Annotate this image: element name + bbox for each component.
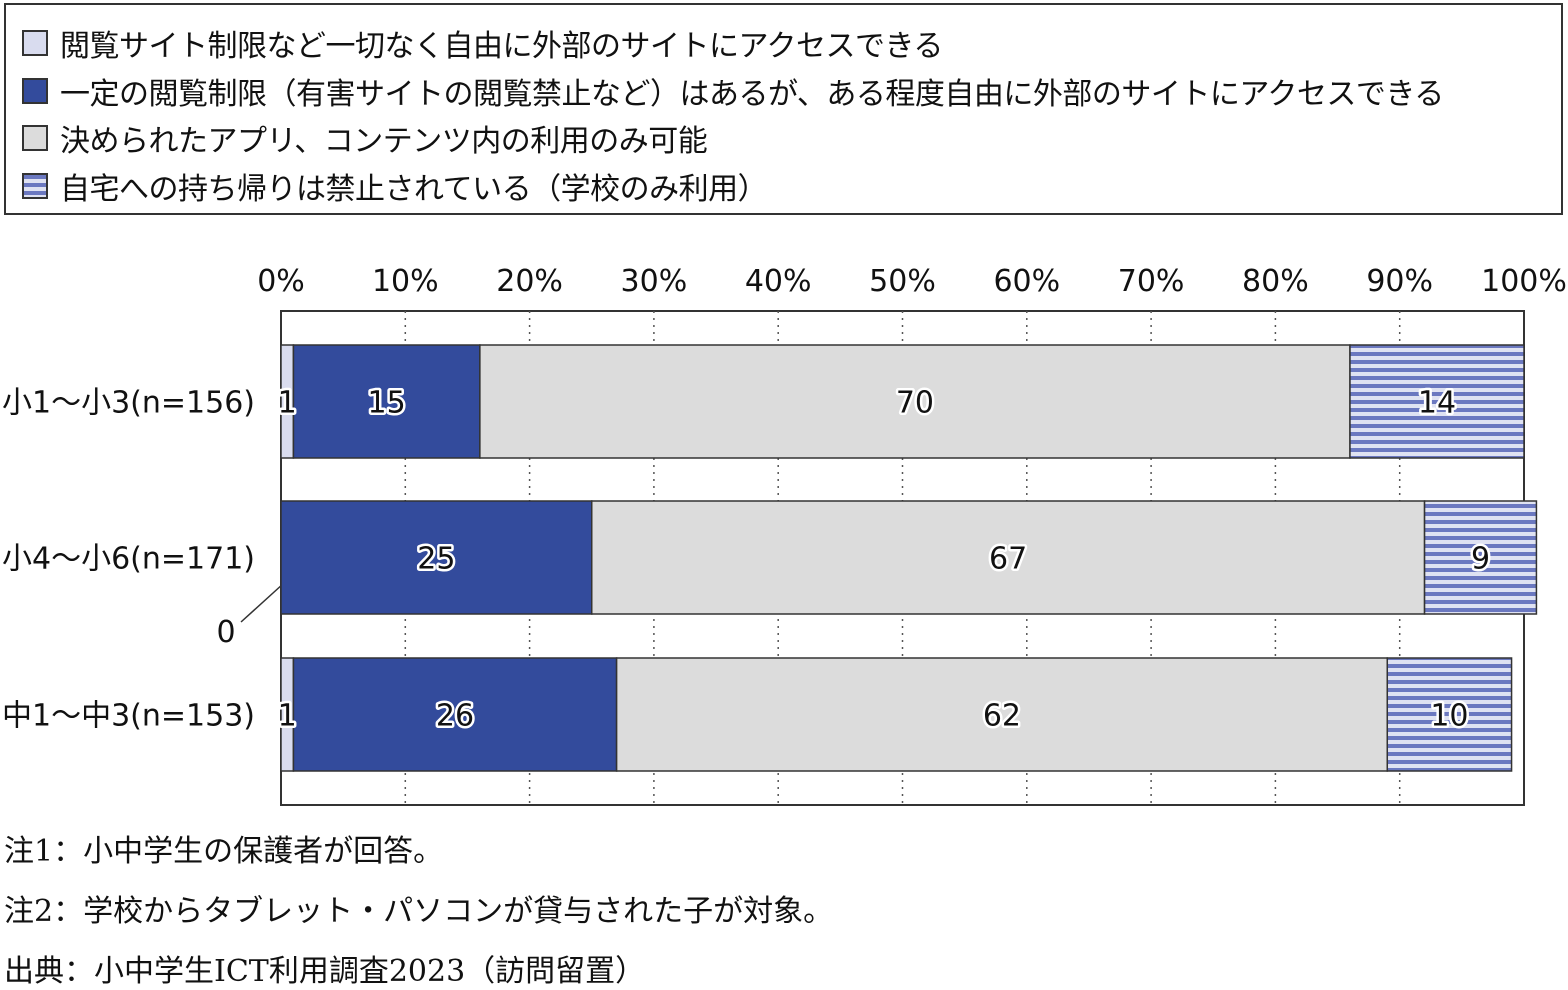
data-label: 26	[436, 699, 474, 734]
bar-segment	[1423, 500, 1538, 615]
legend-label-free-access: 閲覧サイト制限など一切なく自由に外部のサイトにアクセスできる	[60, 29, 943, 64]
bar-segment	[479, 344, 1351, 459]
x-tick-label: 40%	[745, 264, 812, 299]
legend-swatch-free-access	[22, 30, 48, 56]
legend-swatch-apps-only	[22, 125, 48, 151]
legend-swatch-limited-access	[22, 78, 48, 104]
legend-item-no-home: 自宅への持ち帰りは禁止されている（学校のみ利用）	[22, 166, 768, 207]
data-label: 25	[417, 542, 455, 577]
legend-label-limited-access: 一定の閲覧制限（有害サイトの閲覧禁止など）はあるが、ある程度自由に外部のサイトに…	[60, 77, 1444, 112]
bar-segment	[1386, 657, 1513, 772]
bar-segment	[615, 657, 1389, 772]
legend-swatch-no-home	[22, 173, 48, 199]
x-tick-label: 0%	[257, 264, 305, 299]
legend-item-limited-access: 一定の閲覧制限（有害サイトの閲覧禁止など）はあるが、ある程度自由に外部のサイトに…	[22, 71, 1444, 112]
legend-item-apps-only: 決められたアプリ、コンテンツ内の利用のみ可能	[22, 118, 708, 159]
data-label: 1	[278, 699, 297, 734]
legend-item-free-access: 閲覧サイト制限など一切なく自由に外部のサイトにアクセスできる	[22, 23, 943, 64]
x-tick-label: 100%	[1481, 264, 1567, 299]
bar-segment	[292, 657, 618, 772]
category-labels: 小1～小3(n=156) 小4～小6(n=171) 中1～中3(n=153)	[2, 386, 255, 734]
data-label: 0	[216, 615, 235, 650]
source-note: 出典：小中学生ICT利用調査2023（訪問留置）	[4, 954, 646, 989]
bar-segment	[1349, 344, 1525, 459]
data-label: 15	[368, 386, 406, 421]
data-label: 67	[989, 542, 1027, 577]
legend: 閲覧サイト制限など一切なく自由に外部のサイトにアクセスできる 一定の閲覧制限（有…	[4, 3, 1563, 215]
data-label: 9	[1471, 542, 1490, 577]
x-tick-label: 90%	[1366, 264, 1433, 299]
data-label: 62	[983, 699, 1021, 734]
x-tick-label: 80%	[1242, 264, 1309, 299]
x-tick-label: 70%	[1118, 264, 1185, 299]
x-tick-label: 60%	[993, 264, 1060, 299]
legend-label-no-home: 自宅への持ち帰りは禁止されている（学校のみ利用）	[60, 172, 768, 207]
bar-segment	[292, 344, 481, 459]
data-label: 14	[1418, 386, 1456, 421]
data-label: 10	[1430, 699, 1468, 734]
data-label: 1	[278, 386, 297, 421]
x-tick-label: 30%	[621, 264, 688, 299]
leader-line	[240, 585, 282, 623]
legend-label-apps-only: 決められたアプリ、コンテンツ内の利用のみ可能	[60, 124, 708, 159]
bars	[280, 344, 1538, 772]
x-tick-labels: 0% 10% 20% 30% 40% 50% 60% 70% 80% 90% 100%	[257, 264, 1567, 299]
x-tick-label: 10%	[372, 264, 439, 299]
data-label: 70	[896, 386, 934, 421]
note-1: 注1：小中学生の保護者が回答。	[4, 834, 444, 869]
segment-labels: 1 15 70 14 0 25 67 9 1 26 62 10	[214, 383, 1493, 736]
category-label: 中1～中3(n=153)	[2, 699, 255, 734]
category-label: 小4～小6(n=171)	[2, 542, 255, 577]
note-2: 注2：学校からタブレット・パソコンが貸与された子が対象。	[4, 894, 834, 929]
x-tick-label: 20%	[496, 264, 563, 299]
x-tick-label: 50%	[869, 264, 936, 299]
category-label: 小1～小3(n=156)	[2, 386, 255, 421]
bar-segment	[280, 500, 593, 615]
